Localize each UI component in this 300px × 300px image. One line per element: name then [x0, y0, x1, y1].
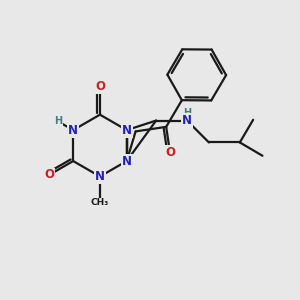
Text: N: N	[68, 124, 78, 136]
Text: H: H	[54, 116, 62, 126]
Text: N: N	[122, 124, 132, 136]
Text: O: O	[44, 169, 54, 182]
Text: N: N	[182, 114, 192, 127]
Text: N: N	[95, 170, 105, 183]
Text: CH₃: CH₃	[91, 198, 109, 207]
Text: O: O	[95, 80, 105, 93]
Text: O: O	[165, 146, 175, 159]
Text: N: N	[122, 154, 132, 167]
Text: H: H	[183, 108, 191, 118]
